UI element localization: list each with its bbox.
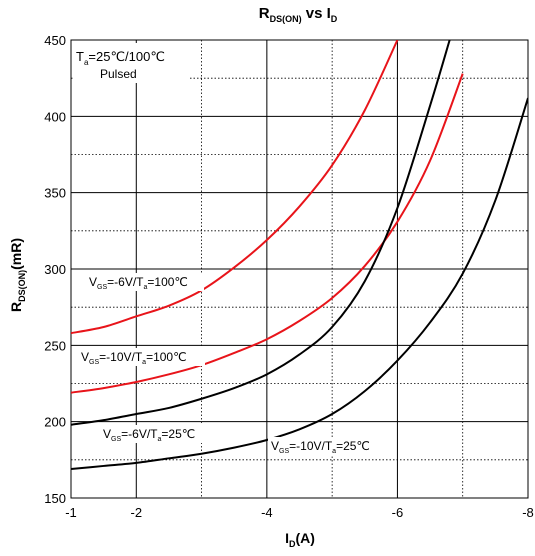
svg-text:VGS=-10V/Ta=25℃: VGS=-10V/Ta=25℃ (271, 439, 370, 455)
x-tick-label: -1 (65, 505, 77, 520)
x-tick-label: -8 (522, 505, 534, 520)
y-tick-label: 350 (44, 186, 66, 201)
y-tick-label: 150 (44, 491, 66, 506)
chart-title: RDS(ON) vs ID (259, 5, 338, 24)
x-tick-labels: -1 -2 -4 -6 -8 (65, 505, 534, 520)
y-tick-label: 450 (44, 33, 66, 48)
svg-text:VGS=-6V/Ta=100℃: VGS=-6V/Ta=100℃ (89, 275, 188, 291)
conditions-note: Ta=25℃/100℃ Pulsed (73, 43, 188, 83)
y-axis-label: RDS(ON)(mR) (8, 238, 27, 312)
note-line-2: Pulsed (100, 67, 137, 81)
x-axis-label: ID(A) (285, 530, 315, 549)
plot-frame (70, 39, 529, 499)
svg-text:VGS=-6V/Ta=25℃: VGS=-6V/Ta=25℃ (103, 427, 195, 443)
series-line-2 (71, 73, 464, 394)
note-line-1: Ta=25℃/100℃ (76, 49, 165, 67)
series-label-3: VGS=-6V/Ta=25℃ (100, 425, 218, 443)
series-line-4 (71, 97, 528, 470)
series-label-2: VGS=-10V/Ta=100℃ (78, 348, 205, 366)
series-group (71, 40, 528, 470)
series-line-1 (71, 40, 399, 335)
x-tick-label: -2 (131, 505, 143, 520)
series-line-3 (71, 40, 451, 426)
series-label-4: VGS=-10V/Ta=25℃ (268, 437, 390, 455)
y-tick-label: 300 (44, 262, 66, 277)
y-tick-labels: 150 200 250 300 350 400 450 (44, 33, 66, 506)
note-background (73, 43, 188, 83)
x-tick-label: -4 (261, 505, 273, 520)
y-tick-label: 400 (44, 109, 66, 124)
series-label-1: VGS=-6V/Ta=100℃ (86, 273, 204, 291)
svg-text:VGS=-10V/Ta=100℃: VGS=-10V/Ta=100℃ (81, 350, 187, 366)
x-tick-label: -6 (392, 505, 404, 520)
y-tick-label: 200 (44, 415, 66, 430)
y-tick-label: 250 (44, 338, 66, 353)
grid (71, 40, 528, 498)
